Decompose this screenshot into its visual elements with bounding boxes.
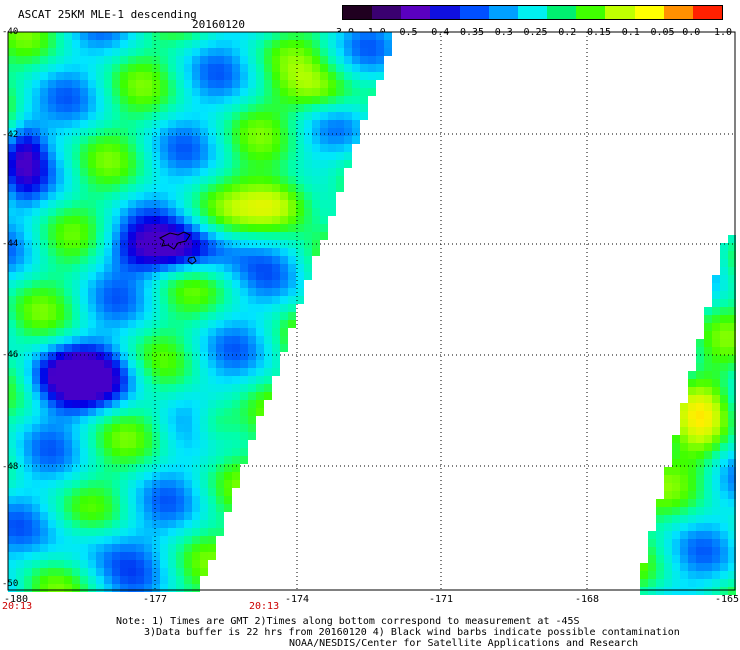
lat-label-48: -48 (2, 462, 19, 472)
colorbar-swatch (372, 6, 402, 19)
lon-label-168: -168 (574, 594, 600, 605)
colorbar-swatch (576, 6, 606, 19)
lat-lon-grid (8, 32, 735, 590)
lat-label-42: -42 (2, 130, 19, 140)
colorbar-swatch (517, 6, 548, 19)
footer-note-2: 3)Data buffer is 22 hrs from 20160120 4)… (144, 627, 680, 638)
colorbar-swatch (692, 6, 723, 19)
colorbar-swatch (547, 6, 577, 19)
lon-label-171: -171 (428, 594, 454, 605)
lat-label-46: -46 (2, 350, 19, 360)
colorbar-swatch (663, 6, 693, 19)
lon-label-180: -180 (3, 594, 29, 605)
footer-credit: NOAA/NESDIS/Center for Satellite Applica… (289, 638, 639, 649)
lat-label-50: -50 (2, 579, 19, 589)
colorbar (342, 5, 723, 20)
plot-frame (7, 31, 736, 591)
colorbar-swatch (488, 6, 518, 19)
colorbar-swatch (343, 6, 373, 19)
lon-label-177: -177 (142, 594, 168, 605)
lat-label-40: -40 (2, 27, 19, 37)
colorbar-swatch (634, 6, 664, 19)
coastline (159, 231, 197, 265)
colorbar-swatch (605, 6, 635, 19)
colorbar-swatch (401, 6, 431, 19)
colorbar-swatch (459, 6, 489, 19)
map-date: 20160120 (192, 18, 245, 31)
lon-label-174: -174 (284, 594, 310, 605)
lon-label-165: -165 (714, 594, 740, 605)
time-label-2: 20:13 (249, 601, 280, 612)
colorbar-swatch (430, 6, 460, 19)
footer-note-1: Note: 1) Times are GMT 2)Times along bot… (116, 616, 580, 627)
lat-label-44: -44 (2, 239, 19, 249)
chatham-island-outline (159, 231, 191, 250)
swath-cells (8, 32, 736, 595)
pitt-island-outline (187, 256, 197, 265)
time-label-1: 20:13 (2, 601, 33, 612)
map-title: ASCAT 25KM MLE-1 descending (18, 8, 197, 21)
